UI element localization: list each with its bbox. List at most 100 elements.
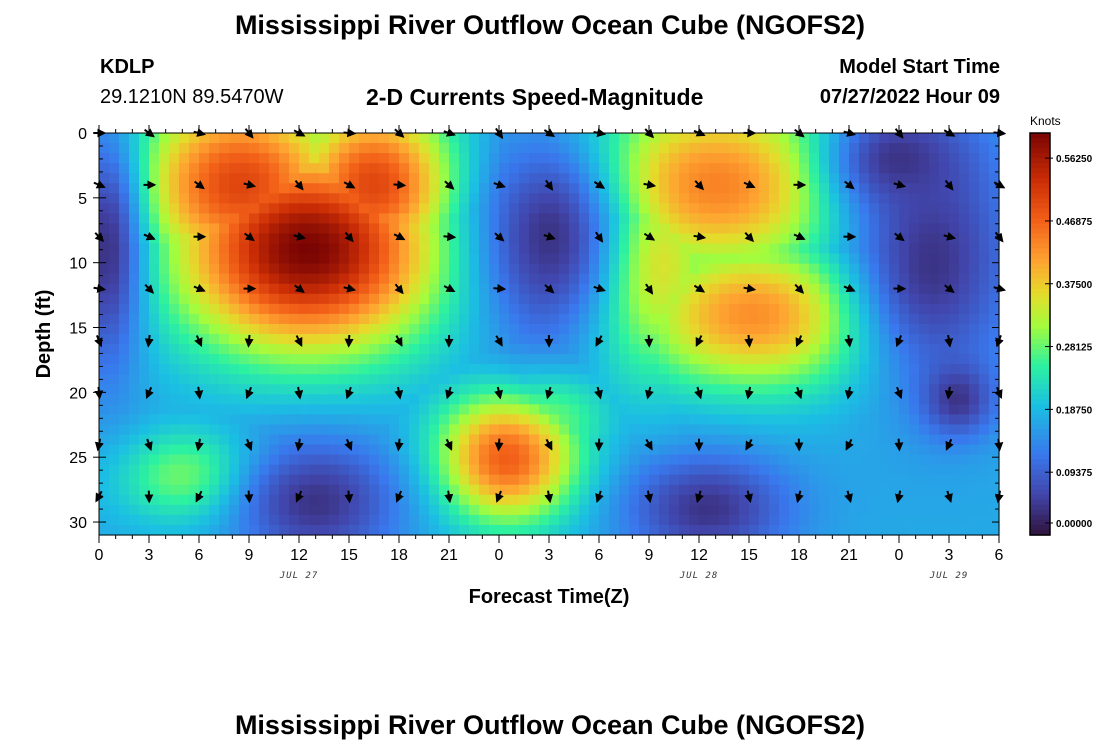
- heatmap-cell: [479, 394, 490, 405]
- heatmap-cell: [649, 143, 660, 154]
- heatmap-cell: [459, 334, 470, 345]
- heatmap-cell: [439, 394, 450, 405]
- heatmap-cell: [679, 203, 690, 214]
- heatmap-cell: [779, 173, 790, 184]
- heatmap-cell: [669, 233, 680, 245]
- heatmap-cell: [579, 374, 590, 385]
- heatmap-cell: [149, 313, 160, 325]
- heatmap-cell: [399, 243, 410, 255]
- heatmap-cell: [769, 514, 780, 526]
- heatmap-cell: [439, 504, 450, 516]
- current-vector-arrow: [145, 386, 154, 400]
- heatmap-cell: [289, 484, 300, 496]
- heatmap-cell: [229, 223, 240, 235]
- heatmap-cell: [469, 323, 480, 335]
- heatmap-cell: [709, 384, 720, 395]
- heatmap-cell: [759, 273, 770, 285]
- heatmap-cell: [929, 424, 940, 436]
- heatmap-cell: [839, 233, 850, 245]
- heatmap-cell: [569, 213, 580, 225]
- current-vector-arrow: [744, 232, 755, 243]
- heatmap-cell: [479, 334, 490, 345]
- heatmap-cell: [829, 323, 840, 335]
- heatmap-cell: [909, 183, 920, 194]
- heatmap-cell: [689, 313, 700, 325]
- heatmap-cell: [529, 404, 540, 415]
- heatmap-cell: [129, 454, 140, 466]
- heatmap-cell: [669, 283, 680, 295]
- heatmap-cell: [459, 464, 470, 476]
- heatmap-cell: [579, 404, 590, 415]
- heatmap-cell: [339, 273, 350, 285]
- heatmap-cell: [869, 143, 880, 154]
- heatmap-cell: [839, 394, 850, 405]
- heatmap-cell: [539, 323, 550, 335]
- heatmap-cell: [989, 143, 1000, 154]
- heatmap-cell: [149, 203, 160, 214]
- current-vector-arrow: [195, 490, 204, 503]
- heatmap-cell: [239, 213, 250, 225]
- heatmap-cell: [699, 223, 710, 235]
- heatmap-cell: [879, 464, 890, 476]
- heatmap-cell: [739, 273, 750, 285]
- heatmap-cell: [499, 303, 510, 315]
- heatmap-cell: [299, 193, 310, 204]
- heatmap-cell: [729, 424, 740, 436]
- heatmap-cell: [539, 504, 550, 516]
- heatmap-cell: [399, 344, 410, 355]
- heatmap-cell: [709, 233, 720, 245]
- heatmap-cell: [409, 484, 420, 496]
- heatmap-cell: [169, 494, 180, 506]
- heatmap-cell: [969, 444, 980, 456]
- heatmap-cell: [389, 424, 400, 436]
- heatmap-cell: [339, 313, 350, 325]
- heatmap-cell: [349, 494, 360, 506]
- heatmap-cell: [109, 494, 120, 506]
- heatmap-cell: [219, 163, 230, 174]
- heatmap-cell: [859, 474, 870, 486]
- heatmap-cell: [169, 364, 180, 375]
- heatmap-cell: [339, 323, 350, 335]
- heatmap-cell: [749, 454, 760, 466]
- heatmap-cell: [609, 464, 620, 476]
- heatmap-cell: [619, 354, 630, 365]
- y-tick-label: 20: [69, 385, 87, 402]
- heatmap-cell: [549, 364, 560, 375]
- heatmap-cell: [949, 514, 960, 526]
- heatmap-cell: [539, 303, 550, 315]
- heatmap-cell: [689, 344, 700, 355]
- heatmap-cell: [899, 243, 910, 255]
- heatmap-cell: [659, 524, 670, 536]
- colorbar-cell: [1030, 399, 1050, 405]
- heatmap-cell: [519, 313, 530, 325]
- heatmap-cell: [219, 243, 230, 255]
- heatmap-cell: [419, 424, 430, 436]
- heatmap-cell: [709, 193, 720, 204]
- heatmap-cell: [209, 313, 220, 325]
- heatmap-cell: [799, 273, 810, 285]
- heatmap-cell: [129, 133, 140, 144]
- heatmap-cell: [809, 223, 820, 235]
- heatmap-cell: [99, 464, 110, 476]
- heatmap-cell: [389, 283, 400, 295]
- heatmap-cell: [979, 183, 990, 194]
- heatmap-cell: [529, 233, 540, 245]
- heatmap-cell: [839, 143, 850, 154]
- heatmap-cell: [319, 454, 330, 466]
- heatmap-cell: [249, 163, 260, 174]
- heatmap-cell: [379, 223, 390, 235]
- heatmap-cell: [309, 404, 320, 415]
- heatmap-cell: [119, 193, 130, 204]
- heatmap-cell: [959, 474, 970, 486]
- colorbar-frame: [1029, 132, 1051, 536]
- heatmap-cell: [99, 223, 110, 235]
- heatmap-cell: [309, 394, 320, 405]
- heatmap-cell: [549, 504, 560, 516]
- heatmap-cell: [249, 464, 260, 476]
- heatmap-cell: [909, 454, 920, 466]
- heatmap-cell: [709, 504, 720, 516]
- heatmap-cell: [329, 323, 340, 335]
- heatmap-cell: [269, 213, 280, 225]
- heatmap-cell: [789, 303, 800, 315]
- heatmap-cell: [909, 384, 920, 395]
